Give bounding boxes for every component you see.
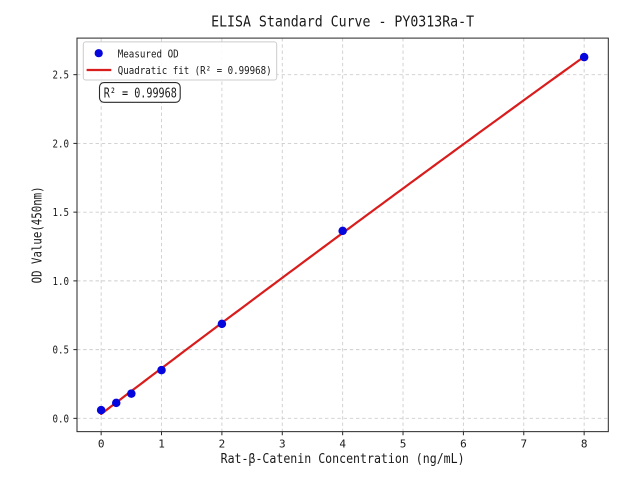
y-tick-label: 2.0: [53, 137, 70, 150]
data-point: [96, 405, 106, 415]
y-tick-label: 1.0: [53, 275, 70, 288]
x-tick-label: 7: [520, 438, 527, 451]
y-tick-label: 0.5: [53, 344, 70, 357]
x-tick-label: 1: [158, 438, 165, 451]
legend-marker-measured-od: [94, 49, 103, 58]
x-tick-label: 8: [581, 438, 588, 451]
x-axis-label: Rat-β-Catenin Concentration (ng/mL): [221, 452, 465, 467]
data-point: [217, 319, 227, 329]
y-axis-label: OD Value(450nm): [31, 186, 46, 283]
y-axis-ticks: [73, 74, 77, 419]
x-tick-label: 6: [460, 438, 467, 451]
y-axis-tick-labels: 0.0 0.5 1.0 1.5 2.0 2.5: [53, 69, 70, 426]
legend: Measured OD Quadratic fit (R² = 0.99968): [82, 41, 278, 81]
x-axis-tick-labels: 0 1 2 3 4 5 6 7 8: [98, 438, 588, 451]
x-tick-label: 4: [339, 438, 346, 451]
r-squared-annotation-text: R² = 0.99968: [104, 87, 177, 102]
legend-label-quadratic-fit: Quadratic fit (R² = 0.99968): [118, 64, 272, 77]
legend-label-measured-od: Measured OD: [118, 47, 179, 60]
y-tick-label: 2.5: [53, 69, 70, 82]
x-tick-label: 5: [400, 438, 407, 451]
legend-box: [82, 41, 278, 81]
data-point: [127, 389, 136, 398]
measured-od-points: [96, 52, 589, 415]
chart-title: ELISA Standard Curve - PY0313Ra-T: [211, 13, 474, 31]
y-tick-label: 1.5: [53, 206, 70, 219]
x-axis-ticks: [100, 431, 585, 436]
data-point: [579, 52, 589, 62]
r-squared-annotation-box: [98, 82, 181, 103]
x-tick-label: 2: [219, 438, 226, 451]
r-squared-annotation: R² = 0.99968: [98, 82, 181, 103]
x-tick-label: 0: [98, 438, 105, 451]
data-point: [157, 365, 166, 375]
data-point: [111, 398, 121, 408]
x-tick-label: 3: [279, 438, 286, 451]
y-tick-label: 0.0: [53, 412, 70, 425]
data-point: [338, 226, 347, 236]
